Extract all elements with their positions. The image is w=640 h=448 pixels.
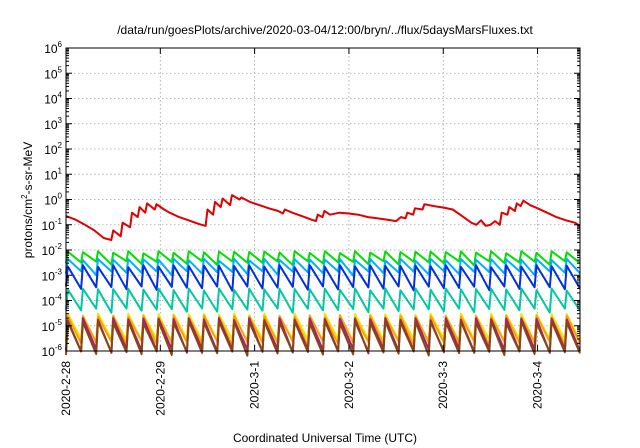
y-tick-label-base: 10 xyxy=(42,295,56,309)
y-tick-label-base: 10 xyxy=(44,118,58,132)
y-tick-label-exponent: -5 xyxy=(55,318,63,327)
y-tick-label-exponent: 0 xyxy=(58,192,63,201)
y-tick-label-base: 10 xyxy=(42,269,56,283)
y-tick-label-base: 10 xyxy=(42,219,56,233)
y-tick-label: 104 xyxy=(44,91,62,107)
y-axis-ticks: 10610510410310210110010-110-210-310-410-… xyxy=(42,40,580,359)
y-tick-label-exponent: -4 xyxy=(55,293,63,302)
y-tick-label-exponent: -3 xyxy=(55,267,63,276)
series-line xyxy=(65,257,581,277)
y-tick-label-exponent: -6 xyxy=(55,343,63,352)
y-tick-label: 10-6 xyxy=(42,343,63,359)
y-tick-label-exponent: 4 xyxy=(58,91,63,100)
y-tick-label-base: 10 xyxy=(42,244,56,258)
series-line xyxy=(65,264,581,292)
y-tick-label-base: 10 xyxy=(42,320,56,334)
y-tick-label-base: 10 xyxy=(44,143,58,157)
data-series xyxy=(65,194,581,357)
x-tick-label: 2020-2-29 xyxy=(153,361,167,416)
y-tick-label: 10-3 xyxy=(42,267,63,283)
y-tick-label-base: 10 xyxy=(44,168,58,182)
y-tick-label: 10-2 xyxy=(42,242,63,258)
y-tick-label: 101 xyxy=(44,166,62,182)
y-tick-label: 106 xyxy=(44,40,62,56)
y-tick-label-exponent: 6 xyxy=(58,40,63,49)
y-tick-label: 103 xyxy=(44,116,62,132)
y-axis-label: protons/cm2-s-sr-MeV xyxy=(20,142,35,258)
y-tick-label: 100 xyxy=(44,192,62,208)
y-tick-label-exponent: 2 xyxy=(58,141,63,150)
x-axis-label: Coordinated Universal Time (UTC) xyxy=(233,431,417,445)
series-line xyxy=(65,194,581,241)
chart-title: /data/run/goesPlots/archive/2020-03-04/1… xyxy=(117,23,533,37)
y-tick-label-exponent: 1 xyxy=(58,166,63,175)
y-tick-label: 10-4 xyxy=(42,293,63,309)
y-tick-label-exponent: 3 xyxy=(58,116,63,125)
y-tick-label-base: 10 xyxy=(44,194,58,208)
y-tick-label-base: 10 xyxy=(44,42,58,56)
y-tick-label: 10-1 xyxy=(42,217,63,233)
y-tick-label: 10-5 xyxy=(42,318,63,334)
y-axis-label-exponent: 2 xyxy=(20,194,29,199)
y-axis-label-rest: -s-sr-MeV xyxy=(21,142,35,195)
y-tick-label-exponent: -1 xyxy=(55,217,63,226)
x-tick-label: 2020-3-4 xyxy=(531,361,545,409)
series-line xyxy=(65,250,581,267)
x-axis-ticks: 2020-2-28 2020-2-29 2020-3-1 2020-3-2 2020-3… xyxy=(59,48,545,416)
y-axis-label-base: protons/cm xyxy=(21,199,35,258)
series-line xyxy=(65,287,581,314)
x-tick-label: 2020-3-2 xyxy=(342,361,356,409)
x-tick-label: 2020-2-28 xyxy=(59,361,73,416)
y-tick-label: 105 xyxy=(44,65,62,81)
series-line xyxy=(65,320,581,357)
x-tick-label: 2020-3-3 xyxy=(436,361,450,409)
y-tick-label-base: 10 xyxy=(44,93,58,107)
y-tick-label-exponent: -2 xyxy=(55,242,63,251)
x-tick-label: 2020-3-1 xyxy=(248,361,262,409)
y-tick-label-base: 10 xyxy=(42,345,56,359)
y-tick-label-base: 10 xyxy=(44,67,58,81)
y-tick-label: 102 xyxy=(44,141,62,157)
y-tick-label-exponent: 5 xyxy=(58,65,63,74)
